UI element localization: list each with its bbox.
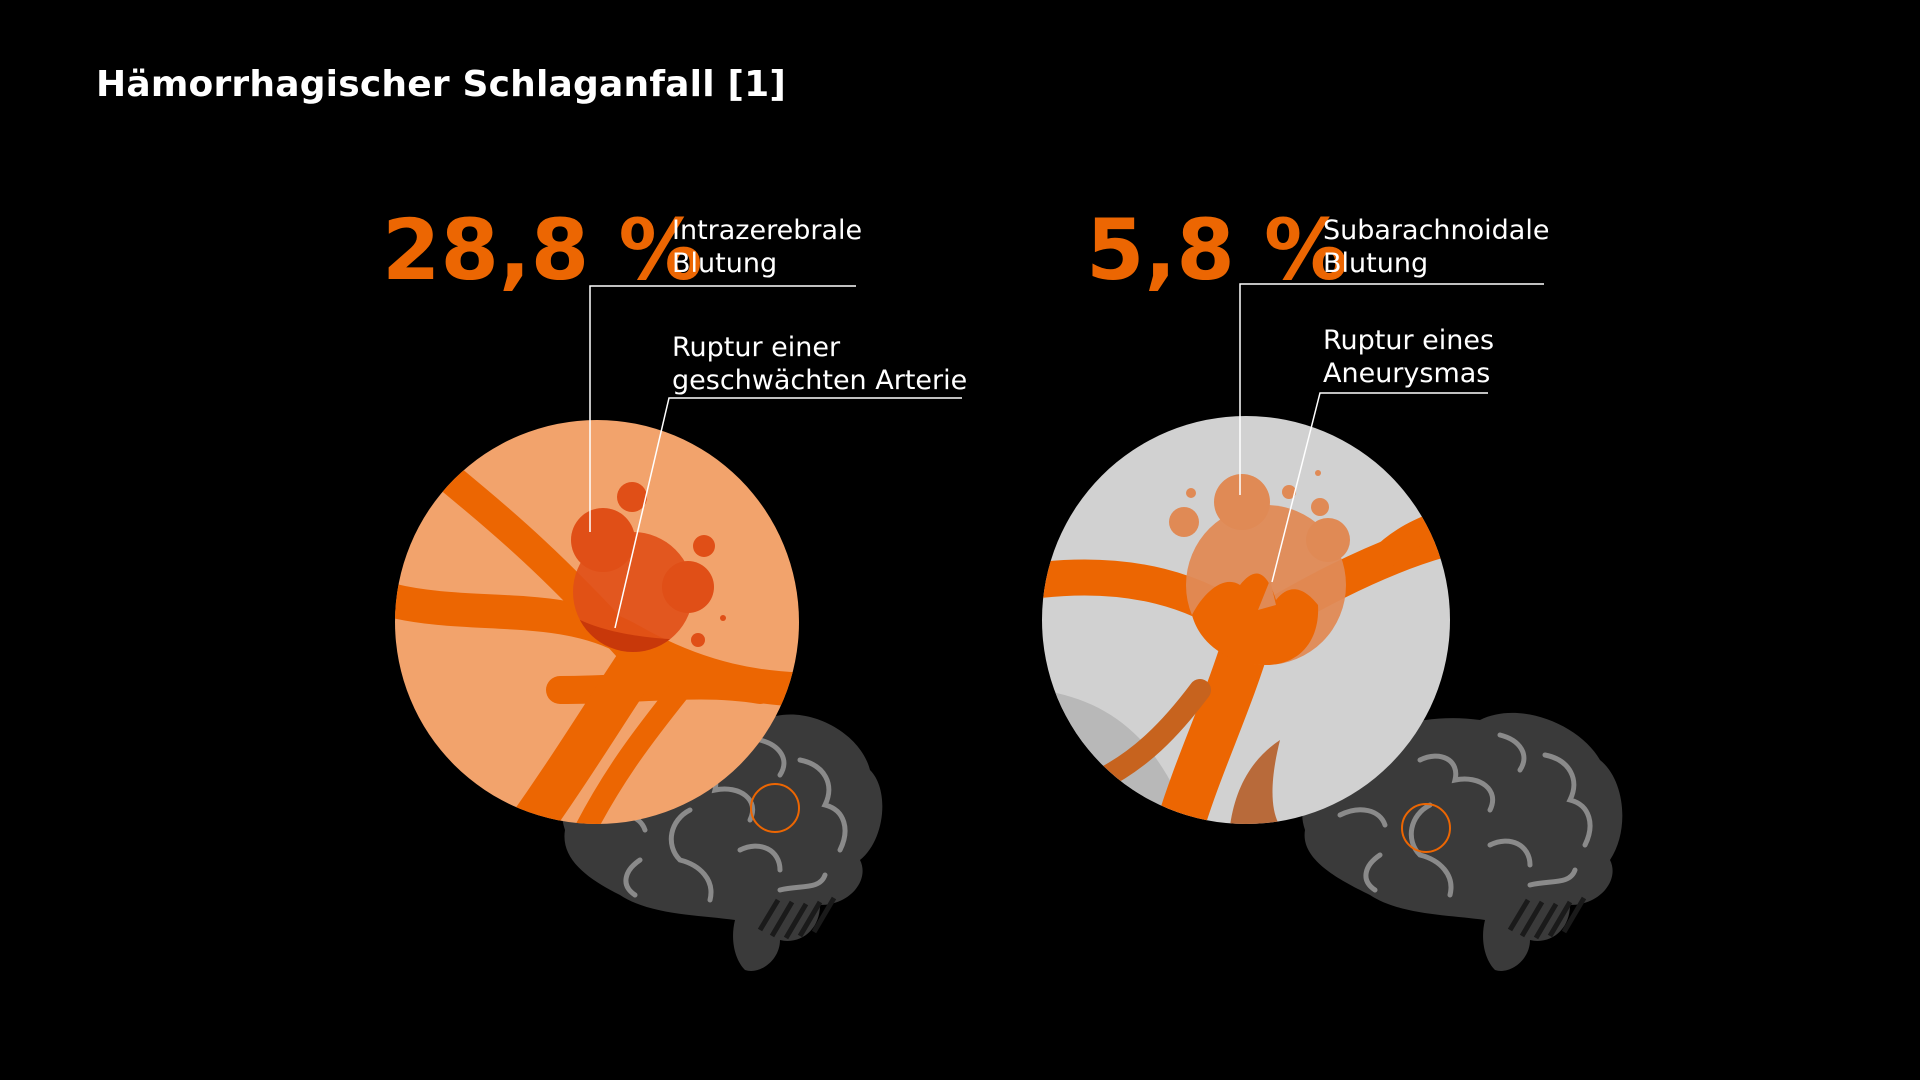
ich-type-label-line-1: Intrazerebrale — [672, 215, 863, 246]
sah-type-label-line-2: Blutung — [1323, 248, 1429, 279]
ich-cause-label-line-2: geschwächten Arterie — [672, 365, 968, 396]
sah-brain-icon — [1302, 712, 1623, 971]
sah-cause-label-line-1: Ruptur eines — [1323, 325, 1495, 356]
sah-aneurysm-icon — [1169, 470, 1350, 665]
sah-leader-lines — [1239, 283, 1544, 583]
sah-cause-label: Ruptur eines Aneurysmas — [1323, 324, 1494, 390]
sah-magnified-view — [1042, 416, 1450, 824]
ich-percentage: 28,8 % — [382, 201, 703, 299]
ich-cause-label: Ruptur einer geschwächten Arterie — [672, 331, 967, 397]
sah-cause-label-line-2: Aneurysmas — [1323, 358, 1491, 389]
sah-type-label-line-1: Subarachnoidale — [1323, 215, 1550, 246]
ich-leader-lines — [589, 285, 962, 629]
ich-type-label-line-2: Blutung — [672, 248, 778, 279]
sah-type-label: Subarachnoidale Blutung — [1323, 214, 1549, 280]
sah-percentage: 5,8 % — [1086, 201, 1349, 299]
ich-type-label: Intrazerebrale Blutung — [672, 214, 862, 280]
ich-cause-label-line-1: Ruptur einer — [672, 332, 841, 363]
page-title: Hämorrhagischer Schlaganfall [1] — [96, 64, 787, 105]
